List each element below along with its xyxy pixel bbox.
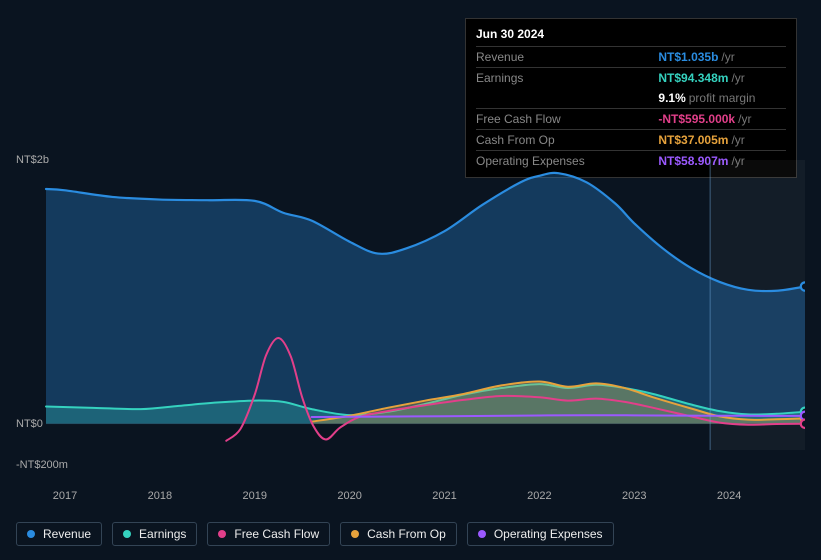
y-axis-tick: NT$0 [16, 418, 43, 430]
legend-item-earnings[interactable]: Earnings [112, 522, 197, 546]
end-marker-revenue [801, 282, 805, 290]
x-axis-tick: 2018 [148, 490, 172, 502]
legend-dot-icon [351, 530, 359, 538]
x-axis-tick: 2021 [432, 490, 456, 502]
x-axis-tick: 2020 [337, 490, 361, 502]
legend-item-cfo[interactable]: Cash From Op [340, 522, 457, 546]
tooltip-date: Jun 30 2024 [476, 25, 786, 46]
series-area-revenue [46, 173, 805, 424]
legend-label: Operating Expenses [494, 527, 603, 541]
x-axis-tick: 2017 [53, 490, 77, 502]
tooltip-label: Free Cash Flow [476, 109, 658, 130]
legend-label: Revenue [43, 527, 91, 541]
tooltip-value: NT$37.005m/yr [658, 130, 786, 151]
tooltip-table: RevenueNT$1.035b/yrEarningsNT$94.348m/yr… [476, 46, 786, 171]
legend-dot-icon [27, 530, 35, 538]
legend-item-revenue[interactable]: Revenue [16, 522, 102, 546]
legend-label: Cash From Op [367, 527, 446, 541]
chart-area: NT$2bNT$0-NT$200m20172018201920202021202… [16, 160, 805, 500]
end-marker-fcf [801, 420, 805, 428]
legend-label: Free Cash Flow [234, 527, 319, 541]
tooltip-label [476, 88, 658, 109]
legend-item-fcf[interactable]: Free Cash Flow [207, 522, 330, 546]
tooltip-label: Revenue [476, 47, 658, 68]
chart-svg[interactable] [16, 160, 805, 500]
tooltip-panel: Jun 30 2024 RevenueNT$1.035b/yrEarningsN… [465, 18, 797, 178]
legend-item-opex[interactable]: Operating Expenses [467, 522, 614, 546]
tooltip-label: Earnings [476, 68, 658, 89]
legend-dot-icon [478, 530, 486, 538]
tooltip-value: -NT$595.000k/yr [658, 109, 786, 130]
x-axis-tick: 2022 [527, 490, 551, 502]
tooltip-label: Cash From Op [476, 130, 658, 151]
y-axis-tick: -NT$200m [16, 459, 68, 471]
tooltip-value: NT$94.348m/yr [658, 68, 786, 89]
legend-label: Earnings [139, 527, 186, 541]
legend-dot-icon [218, 530, 226, 538]
x-axis-tick: 2023 [622, 490, 646, 502]
y-axis-tick: NT$2b [16, 154, 49, 166]
legend-dot-icon [123, 530, 131, 538]
tooltip-value: 9.1%profit margin [658, 88, 786, 109]
legend: Revenue Earnings Free Cash Flow Cash From O… [16, 522, 614, 546]
x-axis-tick: 2024 [717, 490, 741, 502]
x-axis-tick: 2019 [242, 490, 266, 502]
tooltip-value: NT$1.035b/yr [658, 47, 786, 68]
